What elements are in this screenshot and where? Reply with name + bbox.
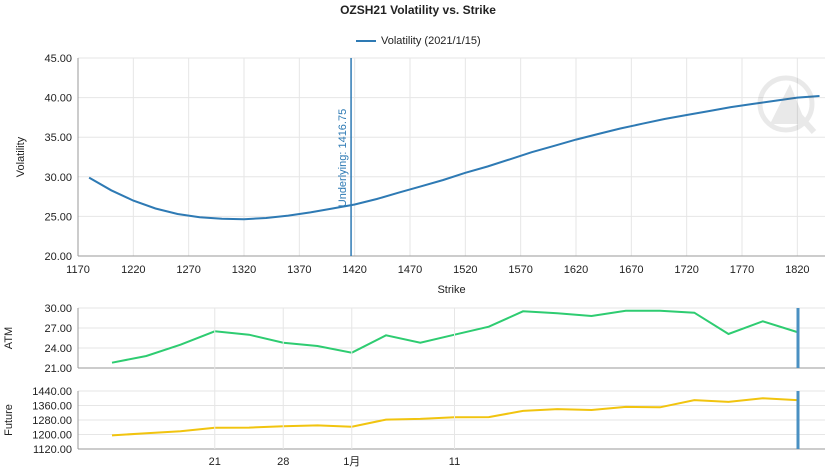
x-tick-label: 1420 — [342, 264, 366, 276]
x-tick-label: 1820 — [785, 264, 809, 276]
atm-y-tick-label: 21.00 — [44, 363, 72, 375]
x-axis-label: Strike — [437, 284, 465, 296]
x-tick-label: 1670 — [619, 264, 643, 276]
atm-axis-label: ATM — [3, 327, 15, 349]
future-y-tick-label: 1440.00 — [32, 386, 72, 398]
y-axis-label: Volatility — [15, 136, 27, 177]
y-tick-label: 30.00 — [44, 172, 72, 184]
underlying-label: Underlying: 1416.75 — [337, 109, 349, 207]
x-tick-label: 1570 — [508, 264, 532, 276]
x-tick-label: 1720 — [674, 264, 698, 276]
date-tick-label: 28 — [277, 456, 289, 468]
x-tick-label: 1220 — [121, 264, 145, 276]
volatility-line — [88, 95, 820, 221]
x-tick-label: 1320 — [232, 264, 256, 276]
date-tick-label: 21 — [209, 456, 221, 468]
y-tick-label: 40.00 — [44, 93, 72, 105]
x-tick-label: 1520 — [453, 264, 477, 276]
y-tick-label: 45.00 — [44, 53, 72, 65]
y-tick-label: 35.00 — [44, 132, 72, 144]
legend[interactable]: Volatility (2021/1/15) — [356, 35, 481, 47]
legend-label: Volatility (2021/1/15) — [381, 35, 481, 47]
chart-title: OZSH21 Volatility vs. Strike — [340, 3, 496, 17]
y-tick-label: 20.00 — [44, 251, 72, 263]
atm-y-tick-label: 27.00 — [44, 323, 72, 335]
future-axis-label: Future — [3, 404, 15, 436]
x-tick-label: 1170 — [66, 264, 90, 276]
future-y-tick-label: 1360.00 — [32, 401, 72, 413]
x-tick-label: 1770 — [730, 264, 754, 276]
watermark-logo-icon — [757, 75, 817, 135]
y-tick-label: 25.00 — [44, 211, 72, 223]
x-tick-label: 1370 — [287, 264, 311, 276]
future-y-tick-label: 1120.00 — [33, 444, 72, 456]
atm-y-tick-label: 24.00 — [44, 343, 72, 355]
future-y-tick-label: 1280.00 — [32, 415, 72, 427]
x-tick-label: 1620 — [564, 264, 588, 276]
future-y-tick-label: 1200.00 — [32, 430, 72, 442]
atm-y-tick-label: 30.00 — [44, 303, 72, 315]
legend-line-icon — [356, 40, 376, 43]
date-tick-label: 1月 — [343, 456, 360, 468]
date-tick-label: 11 — [449, 456, 460, 468]
x-tick-label: 1270 — [176, 264, 200, 276]
x-tick-label: 1470 — [398, 264, 422, 276]
